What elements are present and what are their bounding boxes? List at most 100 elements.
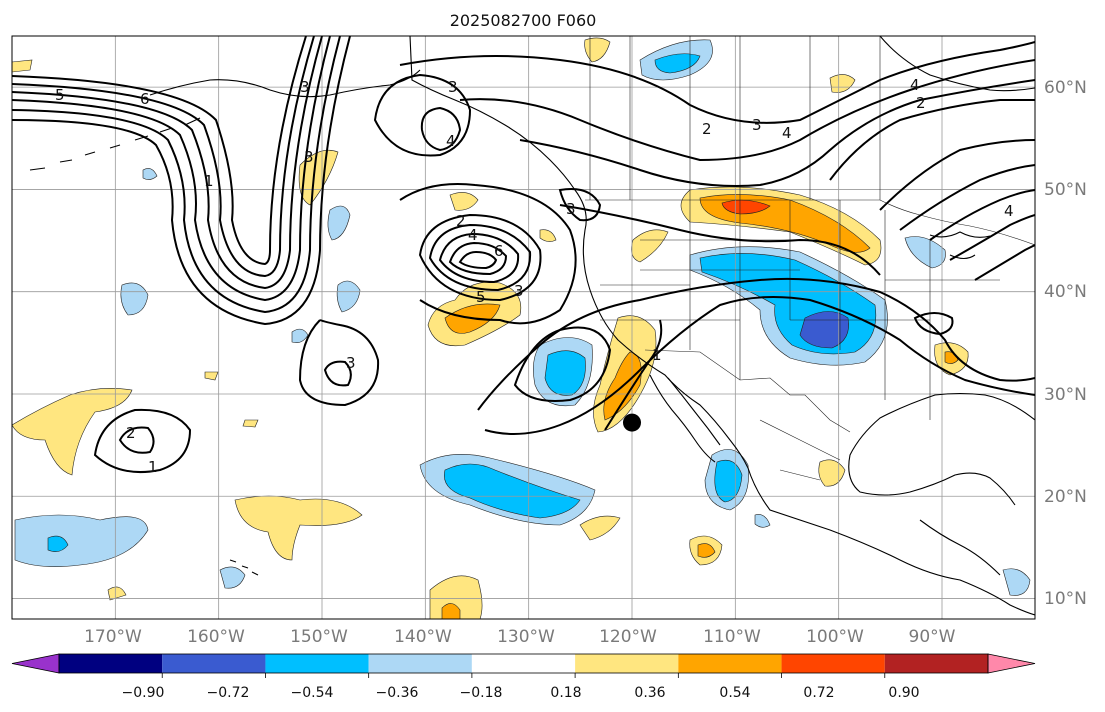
colorbar-outline (58, 653, 989, 674)
colorbar-tick-label: 0.72 (803, 685, 834, 701)
contour-label: 4 (910, 76, 920, 94)
figure-title: 2025082700 F060 (450, 11, 597, 30)
contour-label: 4 (1004, 202, 1014, 220)
colorbar-extend-low (11, 653, 60, 674)
shade-negative-south-west (219, 566, 246, 589)
contour-alaska-1 (399, 41, 1035, 124)
colorbar-bin (678, 654, 782, 673)
contour-gulf-low-2 (420, 106, 462, 152)
us-state-lines (600, 200, 1000, 420)
shade-positive-bc (449, 192, 479, 211)
contour-west-low-inner (118, 426, 155, 454)
shade-negative-west-pacific (14, 514, 149, 567)
lat-label: 20°N (1044, 487, 1087, 507)
baja-peninsula (649, 374, 716, 463)
contour-west-ridge-6 (12, 36, 351, 326)
shade-negative-alaska-small (142, 168, 158, 180)
contour-socal-loop (513, 326, 612, 402)
contour-label: 1 (652, 346, 662, 364)
contour-label-layer: 5 6 1 3 4 3 2 4 6 5 3 3 2 3 4 2 3 1 1 2 … (55, 76, 1014, 476)
colorbar-tick-label: 0.54 (719, 685, 750, 701)
shade-negative-west-mid (120, 282, 149, 316)
shade-positive-gulf-alaska (298, 149, 339, 206)
mexico-state-lines (759, 419, 841, 481)
central-america (919, 519, 1001, 576)
colorbar-tick-label: 0.36 (634, 685, 665, 701)
lat-label: 60°N (1044, 78, 1087, 98)
border-layer (585, 36, 1035, 481)
contour-alaska-2 (459, 59, 1035, 162)
colorbar-tick-label: −0.72 (207, 685, 250, 701)
contour-label: 3 (346, 354, 356, 372)
lat-label: 30°N (1044, 385, 1087, 405)
latitude-labels: 10°N 20°N 30°N 40°N 50°N 60°N (1044, 78, 1087, 609)
shade-negative-central-north (327, 205, 351, 241)
contour-label: 3 (566, 200, 576, 218)
lon-label: 120°W (599, 627, 657, 647)
lat-label: 50°N (1044, 180, 1087, 200)
contour-gulf-low-1 (373, 73, 472, 157)
contour-label: 3 (514, 282, 524, 300)
shade-positive-central-small (579, 515, 621, 541)
contour-label: 2 (456, 212, 466, 230)
contour-label: 6 (140, 90, 150, 108)
contour-cutoff-1 (418, 213, 542, 302)
graticule (12, 36, 1035, 619)
contour-west-ridge-1 (12, 36, 331, 302)
colorbar-tick-label: 0.90 (888, 685, 919, 701)
shade-positive-west-pacific (12, 388, 133, 476)
contour-label: 5 (476, 288, 486, 306)
contour-label: 2 (126, 424, 136, 442)
lat-label: 40°N (1044, 282, 1087, 302)
lon-label: 160°W (187, 627, 245, 647)
colorbar-bin (884, 654, 988, 673)
shade-positive-mexico-coast-core (697, 543, 716, 558)
contour-gulf-box (913, 312, 954, 336)
contour-east-2 (879, 139, 1035, 211)
contour-east-6 (974, 244, 1035, 281)
colorbar-bin (162, 654, 266, 673)
shade-positive-south-core (441, 603, 461, 619)
contour-west-ridge-5 (12, 36, 341, 314)
contour-baja-line (604, 319, 663, 431)
gulf-california (667, 377, 721, 446)
contour-east-1 (829, 99, 1035, 181)
contour-cutoff-5 (458, 250, 498, 270)
contour-label: 1 (148, 458, 158, 476)
contour-west-ridge-4 (12, 36, 307, 266)
colorbar-bin (575, 654, 679, 673)
shade-positive-central-pacific (234, 495, 363, 561)
colorbar-bin (368, 654, 472, 673)
north-america-coast (409, 36, 1035, 616)
contour-cutoff-4 (448, 241, 508, 276)
contour-label: 1 (204, 172, 214, 190)
us-mexico-border (644, 349, 851, 433)
lon-label: 90°W (909, 627, 956, 647)
lon-label: 100°W (806, 627, 864, 647)
contour-southwest-arc (477, 277, 1035, 411)
aleutian-islands (29, 117, 201, 171)
contour-layer (12, 36, 1035, 474)
longitude-labels: 170°W 160°W 150°W 140°W 130°W 120°W 110°… (84, 627, 956, 647)
contour-label: 3 (752, 116, 762, 134)
contour-label: 4 (468, 226, 478, 244)
lon-label: 130°W (497, 627, 555, 647)
colorbar-tick-label: −0.18 (460, 685, 503, 701)
shade-negative-pacific-mid (336, 280, 361, 313)
shade-negative-gulfmex-small (754, 514, 771, 528)
contour-label: 2 (916, 94, 926, 112)
contour-west-low (93, 408, 192, 474)
lon-label: 150°W (290, 627, 348, 647)
colorbar-tick-label: −0.54 (291, 685, 334, 701)
contour-east-5 (949, 214, 1035, 261)
colorbar-tick-labels: −0.90 −0.72 −0.54 −0.36 −0.18 0.18 0.36 … (122, 685, 920, 701)
contour-label: 4 (446, 132, 456, 150)
contour-plains-front (559, 204, 881, 276)
shade-positive-small-west (204, 371, 219, 381)
contour-trough-small (323, 360, 352, 387)
shade-negative-small-pacific (291, 328, 309, 343)
contour-cutoff-outer (399, 183, 577, 325)
colorbar-bin (59, 654, 163, 673)
canada-us-border (585, 199, 1035, 246)
